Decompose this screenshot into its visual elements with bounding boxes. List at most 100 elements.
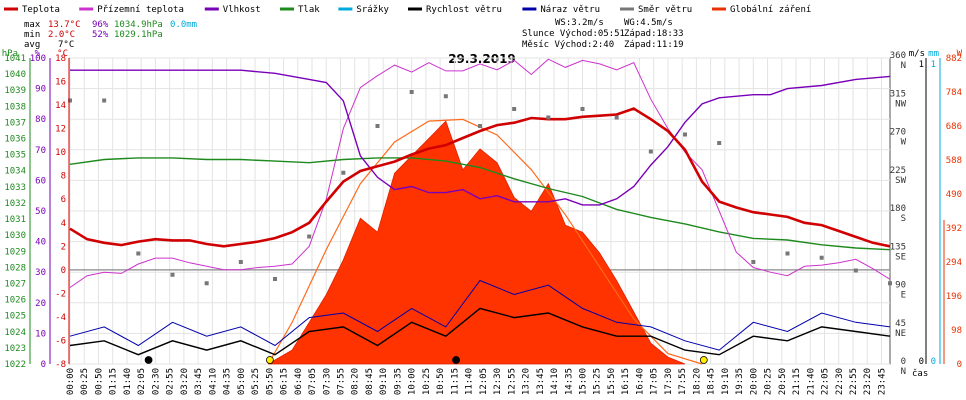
axis-hpa-tick-13: 1028 <box>4 263 26 273</box>
sun-marker-1 <box>265 356 274 364</box>
axis-time-tick-14: 05:50 <box>265 368 275 395</box>
wind-direction-point-3 <box>170 272 175 277</box>
axis-percent-tick-6: 40 <box>35 238 46 248</box>
axis-percent-tick-10: 0 <box>41 360 46 370</box>
axis-watt-tick-4: 490 <box>946 190 962 200</box>
axis-time-tick-4: 01:40 <box>123 368 133 395</box>
axis-time-tick-38: 15:50 <box>607 368 617 395</box>
axis-percent-tick-3: 70 <box>35 146 46 156</box>
axis-time-tick-28: 11:40 <box>465 368 475 395</box>
axis-mm-tick-1: 0 <box>931 357 936 367</box>
stat-max-rain: 0.0mm <box>170 20 197 30</box>
axis-time-tick-36: 15:00 <box>579 368 589 395</box>
axis-percent-tick-8: 20 <box>35 299 46 309</box>
axis-dir-compass-2: W <box>901 138 907 148</box>
wind-direction-point-16 <box>614 115 619 120</box>
axis-hpa-tick-0: 1041 <box>4 54 26 64</box>
axis-time-tick-45: 18:45 <box>707 368 717 395</box>
axis-time-tick-1: 00:25 <box>80 368 90 395</box>
stat-avg-temp: 7°C <box>58 40 74 50</box>
stat-min-temp: 2.0°C <box>48 30 75 40</box>
stat-min-label: min <box>24 30 40 40</box>
wind-direction-point-0 <box>68 98 72 103</box>
legend-label-6: Náraz větru <box>540 5 600 15</box>
axis-time-tick-57: 23:45 <box>877 368 887 395</box>
axis-time-tick-47: 19:35 <box>735 368 745 395</box>
axis-time-tick-44: 18:20 <box>692 368 702 395</box>
info-moon-rise: Měsíc Východ:2:40 <box>522 40 614 50</box>
info-block: WS:3.2m/s WG:4.5m/s Slunce Východ:05:51 … <box>522 18 684 50</box>
legend-label-5: Rychlost větru <box>426 5 502 15</box>
axis-percent-tick-0: 100 <box>30 54 46 64</box>
axis-hpa-tick-2: 1039 <box>4 86 26 96</box>
info-wg: WG:4.5m/s <box>624 18 673 28</box>
axis-hpa-tick-17: 1024 <box>4 328 26 338</box>
axis-dir-deg-6: 90 <box>895 281 906 291</box>
axis-celsius-tick-8: 2 <box>61 242 66 252</box>
axis-mm-unit: mm <box>928 49 939 59</box>
legend-label-2: Vlhkost <box>223 5 261 15</box>
wind-direction-point-24 <box>888 281 892 286</box>
wind-direction-point-22 <box>819 255 824 260</box>
axis-celsius-tick-7: 4 <box>61 219 66 229</box>
wind-direction-point-8 <box>341 170 346 175</box>
data-series <box>69 58 891 356</box>
axis-dir-deg-7: 45 <box>895 319 906 329</box>
axis-percent-tick-1: 90 <box>35 85 46 95</box>
axis-time-tick-0: 00:00 <box>66 368 76 395</box>
axis-time-tick-6: 02:30 <box>151 368 161 395</box>
axis-celsius-tick-4: 10 <box>55 148 66 158</box>
axis-hpa-tick-8: 1033 <box>4 183 26 193</box>
axis-watt-tick-6: 294 <box>946 258 962 268</box>
axis-time-tick-15: 06:15 <box>280 368 290 395</box>
stats-block: max 13.7°C 96% 1034.9hPa 0.0mm min 2.0°C… <box>24 20 197 50</box>
axis-watt-tick-2: 686 <box>946 122 962 132</box>
legend-label-8: Globální záření <box>730 5 811 15</box>
axis-time-tick-46: 19:10 <box>721 368 731 395</box>
axis-time-tick-18: 07:30 <box>322 368 332 395</box>
axis-time-tick-16: 06:40 <box>294 368 304 395</box>
axis-celsius-tick-3: 12 <box>55 125 66 135</box>
wind-direction-points <box>68 90 892 286</box>
axis-hpa-tick-1: 1040 <box>4 70 26 80</box>
wind-direction-point-9 <box>375 124 380 128</box>
axis-time-tick-12: 05:00 <box>237 368 247 395</box>
axis-percent-tick-2: 80 <box>35 115 46 125</box>
wind-direction-point-20 <box>751 260 756 264</box>
axis-time-tick-10: 04:10 <box>208 368 218 395</box>
wind-direction-point-19 <box>717 141 722 145</box>
stat-min-hum: 52% <box>92 30 109 40</box>
axis-dir-compass-1: NW <box>895 99 906 109</box>
legend-label-7: Směr větru <box>638 5 692 15</box>
ground-temperature-line <box>69 58 891 288</box>
axis-time-tick-54: 22:30 <box>835 368 845 395</box>
wind-direction-point-23 <box>853 268 858 273</box>
chart-title: 29.3.2019 <box>448 52 516 66</box>
axis-time-tick-32: 13:20 <box>522 368 532 395</box>
axis-time-tick-26: 10:50 <box>436 368 446 395</box>
wind-direction-point-12 <box>478 124 482 128</box>
axis-celsius-tick-12: -6 <box>55 336 66 346</box>
axes: hPa1041104010391038103710361035103410331… <box>2 49 963 395</box>
axis-celsius-tick-1: 16 <box>55 78 66 88</box>
moon-marker-2 <box>452 356 460 364</box>
axis-percent-tick-9: 10 <box>35 329 46 339</box>
axis-hpa-tick-16: 1025 <box>4 312 26 322</box>
axis-time-tick-55: 22:55 <box>849 368 859 395</box>
wind-direction-point-4 <box>204 281 209 286</box>
temperature-line <box>69 107 891 248</box>
axis-celsius-tick-10: -2 <box>55 289 66 299</box>
axis-hpa-tick-19: 1022 <box>4 360 26 370</box>
axis-time-tick-9: 03:45 <box>194 368 204 395</box>
axis-time-tick-42: 17:30 <box>664 368 674 395</box>
wind-direction-point-15 <box>580 107 585 111</box>
axis-time-tick-27: 11:15 <box>450 368 460 395</box>
axis-hpa-tick-11: 1030 <box>4 231 26 241</box>
axis-time-tick-21: 08:45 <box>365 368 375 395</box>
wind-direction-point-2 <box>136 251 141 256</box>
axis-time-tick-13: 05:25 <box>251 368 261 395</box>
axis-dir-compass-3: SW <box>895 176 906 186</box>
axis-time-tick-48: 20:00 <box>749 368 759 395</box>
axis-time-tick-2: 00:50 <box>94 368 104 395</box>
axis-time-tick-50: 20:50 <box>778 368 788 395</box>
